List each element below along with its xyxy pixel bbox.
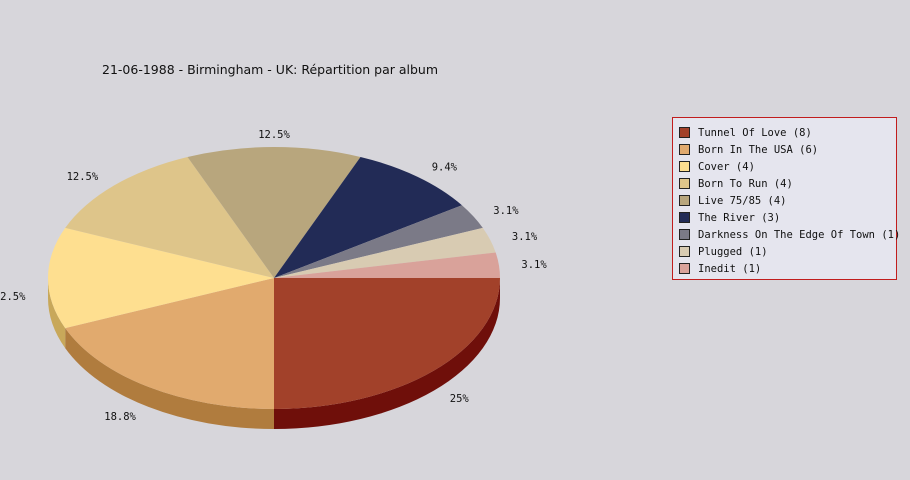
legend-swatch xyxy=(679,263,690,274)
pie-slice xyxy=(274,156,462,278)
pie-slice-pct-label: 9.4% xyxy=(432,162,458,174)
legend-label: Tunnel Of Love (8) xyxy=(698,126,812,139)
pie-slice-pct-label: 12.5% xyxy=(0,291,26,303)
pie-slice-pct-label: 3.1% xyxy=(512,231,538,243)
pie-slice-pct-label: 25% xyxy=(450,393,470,405)
pie-slice xyxy=(65,278,274,409)
legend-label: Plugged (1) xyxy=(698,245,768,258)
pie-slice-pct-label: 18.8% xyxy=(104,411,136,423)
legend-swatch xyxy=(679,246,690,257)
pie-slice xyxy=(274,252,500,278)
legend-item: The River (3) xyxy=(679,210,780,225)
pie-slice xyxy=(47,227,274,329)
legend-label: Darkness On The Edge Of Town (1) xyxy=(698,228,901,241)
pie-slice xyxy=(187,146,361,278)
pie-labels: 25% 18.8% 12.5% 12.5% 12.5% 9.4% 3.1% 3.1% 3.1% xyxy=(0,129,547,423)
legend: Tunnel Of Love (8) Born In The USA (6) Cov… xyxy=(672,117,900,280)
legend-swatch xyxy=(679,229,690,240)
pie-slice-side xyxy=(47,278,66,349)
legend-item: Cover (4) xyxy=(679,159,755,174)
legend-item: Inedit (1) xyxy=(679,261,761,276)
pie-slice-pct-label: 3.1% xyxy=(493,205,519,217)
legend-label: Live 75/85 (4) xyxy=(698,194,787,207)
legend-label: Born To Run (4) xyxy=(698,177,793,190)
legend-swatch xyxy=(679,127,690,138)
legend-label: Born In The USA (6) xyxy=(698,143,819,156)
pie-slice-pct-label: 12.5% xyxy=(258,129,290,141)
pie-slices xyxy=(47,146,500,409)
legend-item: Plugged (1) xyxy=(679,244,768,259)
legend-item: Live 75/85 (4) xyxy=(679,193,787,208)
legend-swatch xyxy=(679,212,690,223)
legend-swatch xyxy=(679,178,690,189)
legend-label: Inedit (1) xyxy=(698,262,762,275)
pie-slice-side xyxy=(274,278,500,429)
legend-swatch xyxy=(679,144,690,155)
legend-item: Tunnel Of Love (8) xyxy=(679,125,812,140)
legend-swatch xyxy=(679,161,690,172)
pie-slice xyxy=(274,227,496,278)
legend-item: Darkness On The Edge Of Town (1) xyxy=(679,227,900,242)
legend-item: Born To Run (4) xyxy=(679,176,793,191)
chart-title: 21-06-1988 - Birmingham - UK: Répartitio… xyxy=(102,62,438,77)
pie-slice xyxy=(274,278,500,409)
pie-slice-pct-label: 3.1% xyxy=(521,259,547,271)
legend-label: The River (3) xyxy=(698,211,781,224)
pie-sides xyxy=(47,278,500,429)
legend-item: Born In The USA (6) xyxy=(679,142,818,157)
pie-slice xyxy=(274,205,483,278)
pie-slice-pct-label: 12.5% xyxy=(67,171,99,183)
pie-slice xyxy=(65,156,274,278)
legend-swatch xyxy=(679,195,690,206)
legend-label: Cover (4) xyxy=(698,160,755,173)
pie-slice-side xyxy=(65,328,274,429)
